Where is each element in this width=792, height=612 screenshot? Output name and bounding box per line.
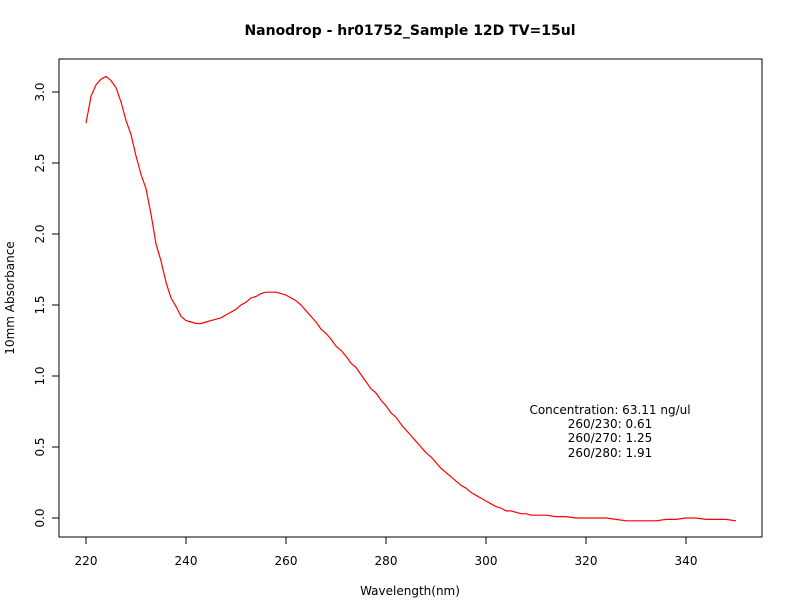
x-tick-label: 320 (575, 554, 598, 568)
x-tick-label: 340 (675, 554, 698, 568)
x-tick-label: 240 (175, 554, 198, 568)
y-tick-label: 2.0 (33, 224, 47, 243)
y-axis: 0.0 0.5 1.0 1.5 2.0 2.5 3.0 (33, 82, 60, 528)
series-layer (85, 75, 737, 522)
y-tick-label: 3.0 (33, 82, 47, 101)
x-tick-label: 260 (275, 554, 298, 568)
annotation-ratio-260-230: 260/230: 0.61 (568, 417, 652, 431)
x-tick-label: 280 (375, 554, 398, 568)
annotation-ratio-260-280: 260/280: 1.91 (568, 446, 652, 460)
y-tick-label: 2.5 (33, 153, 47, 172)
chart-title: Nanodrop - hr01752_Sample 12D TV=15ul (244, 23, 575, 39)
y-tick-label: 1.5 (33, 295, 47, 314)
x-tick-label: 220 (75, 554, 98, 568)
absorbance-series-line (85, 75, 737, 522)
annotation-block: Concentration: 63.11 ng/ul 260/230: 0.61… (529, 403, 690, 460)
x-axis: 220 240 260 280 300 320 340 (75, 536, 698, 568)
y-axis-label: 10mm Absorbance (3, 241, 17, 354)
x-tick-label: 300 (475, 554, 498, 568)
annotation-ratio-260-270: 260/270: 1.25 (568, 431, 652, 445)
y-tick-label: 0.0 (33, 508, 47, 527)
x-axis-label: Wavelength(nm) (360, 584, 460, 598)
y-tick-label: 1.0 (33, 366, 47, 385)
y-tick-label: 0.5 (33, 437, 47, 456)
annotation-concentration: Concentration: 63.11 ng/ul (529, 403, 690, 417)
